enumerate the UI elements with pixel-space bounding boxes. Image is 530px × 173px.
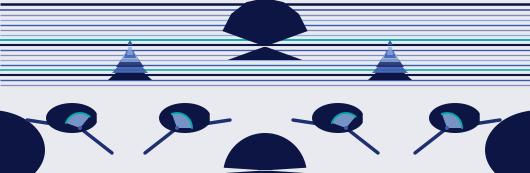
Polygon shape: [120, 54, 140, 62]
Polygon shape: [127, 40, 133, 45]
Polygon shape: [159, 103, 210, 133]
Polygon shape: [112, 65, 148, 73]
Polygon shape: [46, 103, 97, 133]
Polygon shape: [380, 54, 400, 62]
Circle shape: [175, 126, 179, 130]
Wedge shape: [172, 113, 192, 128]
Polygon shape: [372, 65, 408, 73]
Polygon shape: [485, 110, 530, 173]
Circle shape: [344, 126, 348, 130]
Polygon shape: [108, 72, 152, 80]
Polygon shape: [124, 50, 136, 58]
Circle shape: [445, 126, 449, 130]
Polygon shape: [116, 59, 144, 67]
Polygon shape: [384, 50, 396, 58]
Polygon shape: [429, 103, 480, 133]
Polygon shape: [127, 47, 133, 55]
Wedge shape: [332, 113, 356, 128]
Polygon shape: [387, 47, 393, 55]
Polygon shape: [376, 59, 404, 67]
Polygon shape: [312, 103, 363, 133]
Polygon shape: [0, 110, 45, 173]
Circle shape: [78, 126, 82, 130]
Wedge shape: [66, 113, 90, 128]
Polygon shape: [387, 40, 393, 45]
Polygon shape: [224, 133, 306, 173]
Polygon shape: [368, 72, 412, 80]
Polygon shape: [223, 0, 307, 60]
Wedge shape: [442, 113, 462, 128]
